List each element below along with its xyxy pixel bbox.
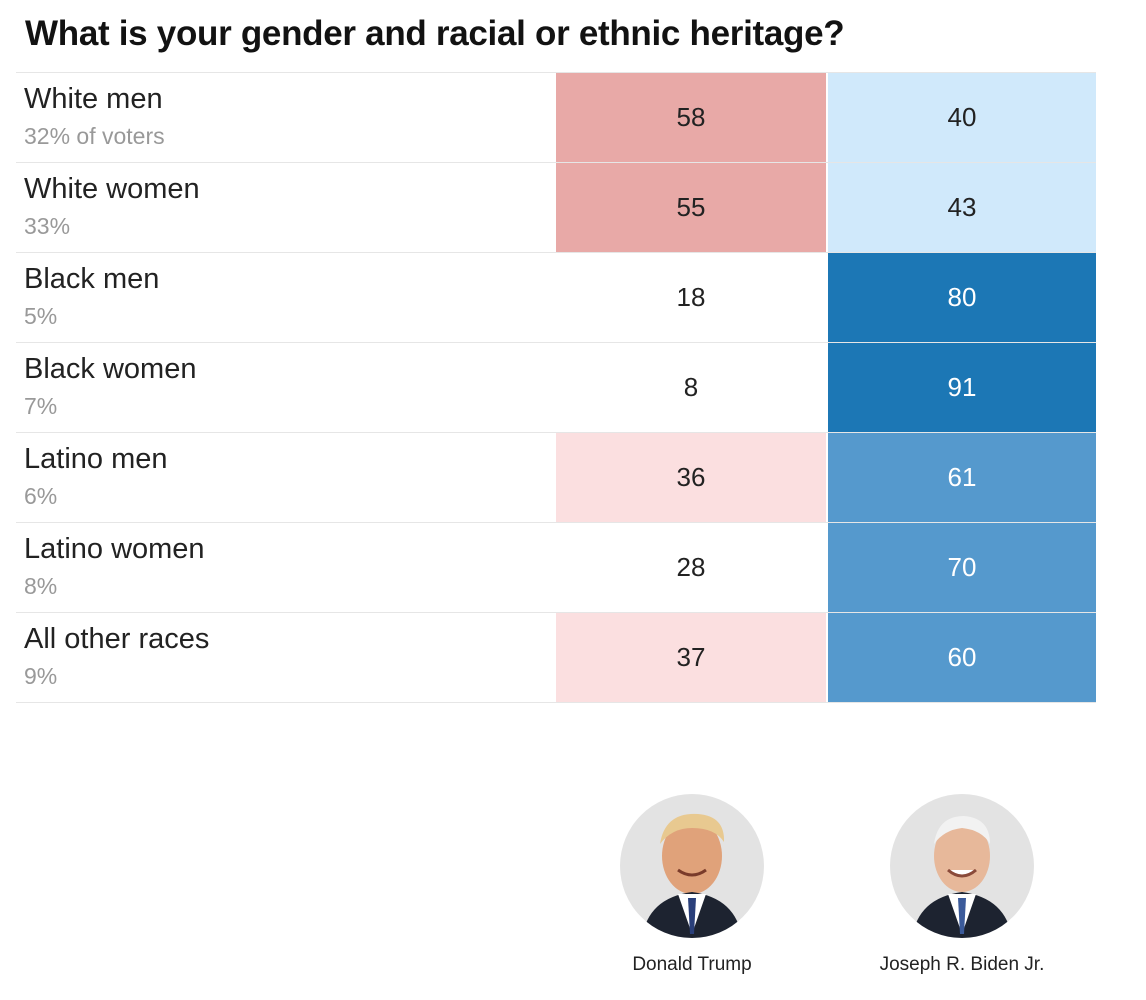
- group-name: White women: [24, 173, 200, 205]
- row-label: Black men 5%: [16, 253, 556, 342]
- table-row: White men 32% of voters 58 40: [16, 73, 1096, 163]
- biden-value-cell: 60: [828, 613, 1096, 702]
- group-name: Latino men: [24, 443, 168, 475]
- group-share: 32% of voters: [24, 123, 165, 149]
- trump-value-cell: 36: [556, 433, 826, 522]
- row-label: Latino men 6%: [16, 433, 556, 522]
- candidate-biden: Joseph R. Biden Jr.: [862, 794, 1062, 976]
- biden-value-cell: 61: [828, 433, 1096, 522]
- biden-value-cell: 40: [828, 73, 1096, 162]
- group-name: Black women: [24, 353, 197, 385]
- row-label: Latino women 8%: [16, 523, 556, 612]
- biden-value-cell: 43: [828, 163, 1096, 252]
- table-row: White women 33% 55 43: [16, 163, 1096, 253]
- group-name: White men: [24, 83, 163, 115]
- table-row: Latino women 8% 28 70: [16, 523, 1096, 613]
- trump-value-cell: 18: [556, 253, 826, 342]
- group-name: Black men: [24, 263, 160, 295]
- candidate-legend: Donald Trump Joseph R. Biden Jr.: [0, 794, 1146, 994]
- row-label: All other races 9%: [16, 613, 556, 702]
- biden-value-cell: 91: [828, 343, 1096, 432]
- trump-value-cell: 37: [556, 613, 826, 702]
- candidate-name-biden: Joseph R. Biden Jr.: [879, 954, 1045, 975]
- trump-avatar: [620, 794, 764, 938]
- group-share: 33%: [24, 213, 71, 239]
- chart-title: What is your gender and racial or ethnic…: [25, 14, 845, 53]
- candidate-trump: Donald Trump: [592, 794, 792, 976]
- biden-avatar: [890, 794, 1034, 938]
- table-row: Black women 7% 8 91: [16, 343, 1096, 433]
- trump-value-cell: 28: [556, 523, 826, 612]
- group-name: Latino women: [24, 533, 205, 565]
- trump-value-cell: 8: [556, 343, 826, 432]
- biden-value-cell: 80: [828, 253, 1096, 342]
- group-share: 5%: [24, 303, 58, 329]
- table-row: Black men 5% 18 80: [16, 253, 1096, 343]
- row-label: White women 33%: [16, 163, 556, 252]
- results-table: White men 32% of voters 58 40 White women 33%…: [16, 72, 1096, 703]
- table-row: All other races 9% 37 60: [16, 613, 1096, 703]
- candidate-name-trump: Donald Trump: [632, 954, 752, 975]
- trump-value-cell: 55: [556, 163, 826, 252]
- trump-value-cell: 58: [556, 73, 826, 162]
- group-share: 9%: [24, 663, 58, 689]
- group-share: 8%: [24, 573, 58, 599]
- group-share: 7%: [24, 393, 58, 419]
- row-label: White men 32% of voters: [16, 73, 556, 162]
- row-label: Black women 7%: [16, 343, 556, 432]
- table-row: Latino men 6% 36 61: [16, 433, 1096, 523]
- group-name: All other races: [24, 623, 210, 655]
- biden-value-cell: 70: [828, 523, 1096, 612]
- group-share: 6%: [24, 483, 58, 509]
